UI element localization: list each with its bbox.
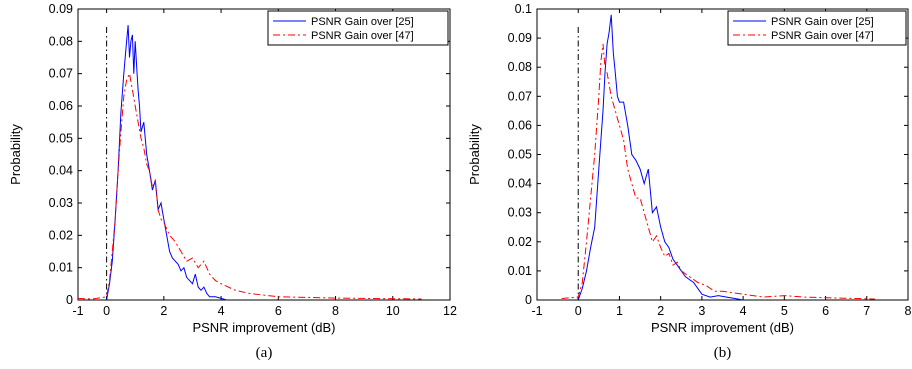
- y-tick-label: 0.02: [508, 235, 532, 249]
- panel-caption: (a): [256, 345, 273, 361]
- x-tick-label: 4: [218, 304, 225, 318]
- x-tick-label: 2: [160, 304, 167, 318]
- x-tick-label: 0: [575, 304, 582, 318]
- y-tick-label: 0: [66, 293, 73, 307]
- x-axis-title: PSNR improvement (dB): [651, 320, 794, 335]
- x-tick-label: 1: [616, 304, 623, 318]
- plot-area: [536, 8, 909, 301]
- y-tick-label: 0.07: [49, 67, 73, 81]
- y-tick-label: 0.08: [49, 34, 73, 48]
- y-tick-label: 0.07: [508, 89, 532, 103]
- x-tick-label: 6: [822, 304, 829, 318]
- x-tick-label: 8: [332, 304, 339, 318]
- y-tick-label: 0.04: [49, 164, 73, 178]
- series-line-gain-over-47: [561, 43, 876, 300]
- panel-caption: (b): [714, 345, 732, 361]
- x-tick-label: 3: [698, 304, 705, 318]
- x-tick-label: 4: [740, 304, 747, 318]
- y-tick-label: 0.06: [49, 99, 73, 113]
- y-tick-label: 0: [525, 293, 532, 307]
- x-tick-label: 12: [443, 304, 457, 318]
- series-line-gain-over-47: [77, 72, 422, 300]
- y-tick-label: 0.09: [508, 31, 532, 45]
- legend: PSNR Gain over [25] PSNR Gain over [47]: [727, 10, 907, 46]
- x-tick-label: 2: [657, 304, 664, 318]
- y-tick-label: 0.01: [508, 264, 532, 278]
- y-tick-label: 0.05: [49, 131, 73, 145]
- y-tick-label: 0.03: [508, 206, 532, 220]
- x-tick-label: 5: [781, 304, 788, 318]
- legend-box: [267, 10, 449, 46]
- y-tick-label: 0.1: [515, 2, 532, 16]
- plot-area: [77, 8, 451, 301]
- y-tick-label: 0.09: [49, 2, 73, 16]
- y-tick-label: 0.04: [508, 177, 532, 191]
- chart-panel-b: -1 0 1 2 3 4 5 6 7 800.010.020.030.040.050.060.07…: [467, 2, 912, 361]
- x-tick-label: -1: [72, 304, 83, 318]
- x-tick-label: 6: [275, 304, 282, 318]
- x-tick-label: -1: [531, 304, 542, 318]
- legend-label: PSNR Gain over [47]: [771, 30, 874, 42]
- y-tick-label: 0.02: [49, 228, 73, 242]
- y-tick-label: 0.03: [49, 196, 73, 210]
- series-line-gain-over-25: [577, 14, 744, 301]
- y-axis-title: Probability: [8, 124, 23, 185]
- chart-panel-a: -1 0 2 4 6 8 10 1200.010.020.030.040.050.060.07…: [8, 2, 457, 361]
- y-tick-label: 0.05: [508, 148, 532, 162]
- y-tick-label: 0.01: [49, 261, 73, 275]
- y-tick-label: 0.08: [508, 60, 532, 74]
- x-tick-label: 7: [863, 304, 870, 318]
- legend-label: PSNR Gain over [25]: [311, 16, 414, 28]
- legend: PSNR Gain over [25] PSNR Gain over [47]: [267, 10, 449, 46]
- legend-label: PSNR Gain over [47]: [311, 30, 414, 42]
- y-axis-title: Probability: [467, 124, 482, 185]
- x-tick-label: 10: [386, 304, 400, 318]
- legend-label: PSNR Gain over [25]: [771, 16, 874, 28]
- y-tick-label: 0.06: [508, 118, 532, 132]
- legend-box: [727, 10, 907, 46]
- x-tick-label: 0: [103, 304, 110, 318]
- x-tick-label: 8: [905, 304, 912, 318]
- x-axis-title: PSNR improvement (dB): [192, 320, 335, 335]
